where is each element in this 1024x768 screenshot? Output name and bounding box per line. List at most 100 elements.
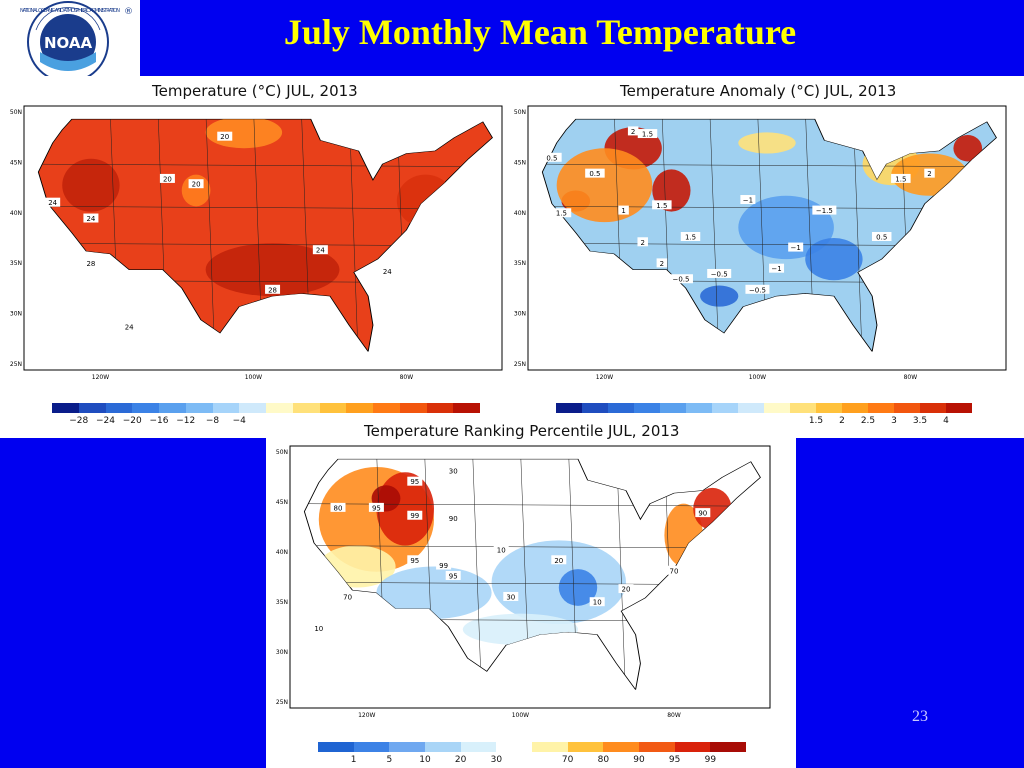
contour-label-bg — [188, 179, 204, 189]
latitude-tick: 30N — [514, 311, 526, 318]
colorbar-swatch — [603, 742, 640, 752]
colorbar-tick-label: −16 — [149, 416, 169, 426]
colorbar-swatch — [318, 742, 354, 752]
colorbar-swatch — [346, 403, 373, 413]
contour-label-bg — [83, 258, 99, 268]
logo-registered-mark: ® — [124, 7, 133, 17]
latitude-tick: 35N — [514, 260, 526, 267]
colorbar-tick-label: −12 — [176, 416, 196, 426]
colorbar-swatch — [105, 403, 133, 413]
contour-label: 0.5 — [589, 170, 600, 178]
contour-label-bg — [585, 168, 605, 178]
contour-label: 20 — [554, 557, 563, 565]
state-border — [852, 119, 863, 352]
contour-label-bg — [812, 205, 837, 215]
colorbar-swatch — [266, 403, 293, 413]
contour-label: 10 — [314, 625, 323, 633]
contour-label-bg — [311, 623, 327, 633]
colorbar-swatch — [634, 403, 660, 413]
longitude-tick: 100W — [512, 712, 529, 719]
colorbar-tick-label: 80 — [597, 755, 610, 765]
contour-label: 28 — [86, 260, 95, 268]
contour-label-bg — [652, 200, 672, 210]
contour-label: 10 — [497, 546, 506, 554]
latitude-tick: 25N — [514, 361, 526, 368]
contour-label: 1.5 — [895, 175, 906, 183]
colorbar-tick-label: 1.5 — [808, 416, 824, 426]
colorbar-tick-label: 4 — [943, 416, 949, 426]
longitude-tick: 100W — [245, 374, 262, 381]
contour-label-bg — [340, 591, 356, 601]
latitude-tick: 25N — [276, 699, 288, 706]
colorbar-swatch — [453, 403, 480, 413]
colorbar-swatch — [185, 403, 213, 413]
latitude-tick: 40N — [514, 210, 526, 217]
colorbar-swatch — [496, 742, 533, 752]
contour-label: 90 — [698, 510, 707, 518]
latitude-tick: 35N — [10, 260, 22, 267]
colorbar-swatch — [608, 403, 634, 413]
contour-label-bg — [656, 258, 668, 268]
colorbar-tick-label: 95 — [668, 755, 681, 765]
longitude-tick: 120W — [92, 374, 109, 381]
color-region — [558, 569, 598, 606]
latitude-tick: 40N — [10, 210, 22, 217]
anomaly-map-svg: 2 1.5 0.5 0.5 1.5 1 1.5 2 2 1.5 −0.5 −1 −1.5 −1 −1 −0.5… — [514, 105, 1007, 381]
contour-label: 24 — [383, 268, 392, 276]
contour-label-bg — [407, 476, 423, 486]
colorbar-swatch — [556, 403, 582, 413]
latitude-tick: 45N — [514, 159, 526, 166]
color-region — [376, 566, 492, 619]
longitude-tick: 80W — [667, 712, 681, 719]
contour-label: −0.5 — [749, 286, 766, 294]
color-region — [491, 540, 626, 625]
contour-label-bg — [788, 242, 804, 252]
contour-label: 2 — [631, 128, 635, 136]
colorbar-tick-label: 5 — [386, 755, 393, 765]
latitude-tick: 30N — [276, 649, 288, 656]
logo-text: NOAA — [44, 34, 93, 52]
contour-label-bg — [668, 274, 693, 284]
color-region — [62, 158, 120, 212]
longitude-tick: 120W — [358, 712, 375, 719]
contour-label: 30 — [449, 468, 458, 476]
colorbar-tick-label: −24 — [96, 416, 115, 426]
longitude-tick: 80W — [904, 374, 918, 381]
contour-label: 28 — [268, 286, 277, 294]
colorbar-swatch — [239, 403, 266, 413]
contour-label-bg — [368, 502, 384, 512]
contour-label: 24 — [125, 323, 134, 331]
contour-label: 95 — [449, 573, 458, 581]
contour-label-bg — [265, 284, 281, 294]
colorbar-swatch — [389, 742, 426, 752]
colorbar-swatch — [639, 742, 675, 752]
contour-label-bg — [445, 466, 461, 476]
noaa-logo: NOAA ® NATIONAL OCEANIC AND ATMOSPHERIC … — [0, 0, 140, 83]
us-land-fill — [38, 119, 493, 352]
contour-label: 10 — [593, 599, 602, 607]
colorbar-swatch — [660, 403, 686, 413]
contour-label-bg — [217, 131, 233, 141]
state-border — [472, 459, 483, 690]
contour-label-bg — [45, 197, 61, 207]
contour-label-bg — [891, 173, 911, 183]
contour-label: 2 — [660, 260, 664, 268]
us-outline — [37, 118, 493, 352]
colorbar-swatch — [674, 742, 711, 752]
colorbar-tick-label: −20 — [122, 416, 142, 426]
contour-label-bg — [618, 205, 629, 215]
colorbar-swatch — [868, 403, 894, 413]
map-title: Temperature (°C) JUL, 2013 — [152, 82, 358, 100]
contour-label: 70 — [343, 593, 352, 601]
colorbar-swatch — [790, 403, 816, 413]
slide-number: 23 — [912, 708, 928, 725]
latitude-tick: 45N — [276, 499, 288, 506]
contour-label: 1.5 — [685, 234, 696, 242]
latitude-tick: 25N — [10, 361, 22, 368]
state-border — [542, 163, 997, 167]
colorbar-swatch — [842, 403, 868, 413]
contour-label: 24 — [86, 215, 95, 223]
colorbar-labels: 1 5 10 20 30 70 80 90 95 99 — [318, 755, 746, 767]
contour-label: 1 — [621, 207, 625, 215]
contour-label: 1.5 — [642, 131, 653, 139]
